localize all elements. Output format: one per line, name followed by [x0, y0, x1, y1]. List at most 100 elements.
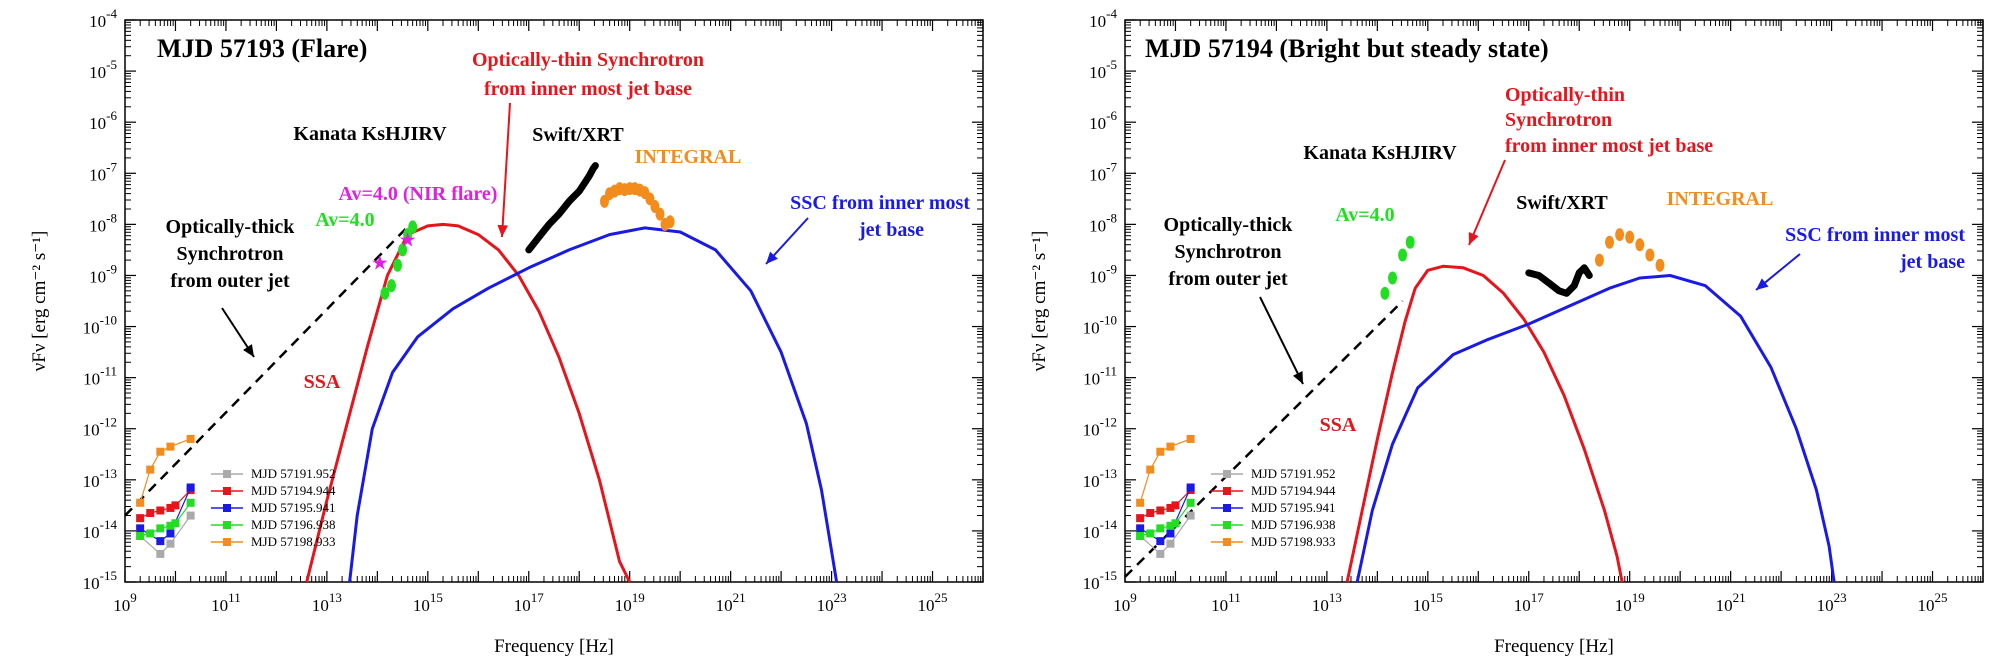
annotation-label: SSC from inner most — [790, 192, 970, 214]
y-tick-label: 10-11 — [83, 364, 117, 389]
x-tick-label: 1015 — [1413, 590, 1443, 615]
x-tick-label: 1017 — [1514, 590, 1545, 615]
series-integral-point — [1655, 258, 1665, 272]
series-kanata-av-4-0-point — [1398, 248, 1408, 262]
series-mjd-57196-938-point — [1186, 498, 1195, 507]
annotation-arrow-head — [766, 251, 778, 264]
legend-entry: MJD 57196.938 — [1251, 517, 1336, 532]
series-mjd-57195-941-point — [156, 537, 165, 546]
series-kanata-av-4-0-point — [386, 279, 396, 293]
series-kanata-av-4-0-point — [1387, 271, 1397, 285]
series-swift-xrt-band — [1525, 264, 1593, 297]
x-tick-label: 1021 — [1716, 590, 1746, 615]
annotation-label: Optically-thin — [1505, 84, 1625, 106]
annotation-label: Optically-thick — [1164, 214, 1294, 236]
x-tick-label: 1025 — [918, 590, 948, 615]
x-axis-label: Frequency [Hz] — [1494, 636, 1614, 657]
series-mjd-57194-944-point — [1166, 503, 1175, 512]
annotation-label: Synchrotron — [1174, 241, 1281, 263]
annotation-arrow-head — [1756, 278, 1769, 290]
series-mjd-57194-944-point — [136, 514, 145, 523]
y-tick-label: 10-7 — [89, 159, 117, 184]
y-tick-label: 10-6 — [1089, 108, 1117, 133]
y-tick-label: 10-4 — [1089, 6, 1117, 31]
annotation-label: Optically-thick — [166, 216, 296, 238]
annotation-label: Synchrotron — [176, 243, 283, 265]
annotation-label: INTEGRAL — [635, 146, 742, 168]
annotation-label: Optically-thin Synchrotron — [472, 49, 704, 71]
series-mjd-57196-938-point — [146, 529, 155, 538]
series-mjd-57198-933-point — [146, 465, 155, 474]
series-mjd-57195-941-point — [1186, 483, 1195, 492]
series-mjd-57198-933-point — [166, 442, 175, 451]
legend-entry: MJD 57198.933 — [1251, 534, 1336, 549]
annotation-label: Av=4.0 — [1335, 204, 1394, 226]
series-mjd-57196-938-point — [1146, 529, 1155, 538]
annotation-arrow-shaft — [1468, 159, 1506, 246]
annotation-label: from outer jet — [170, 270, 290, 292]
y-tick-label: 10-7 — [1089, 159, 1117, 184]
series-mjd-57194-944-point — [171, 501, 180, 510]
x-tick-label: 109 — [1113, 590, 1137, 615]
annotation-label: Av=4.0 (NIR flare) — [339, 183, 498, 205]
x-tick-label: 109 — [113, 590, 137, 615]
annotation-label: SSC from inner most — [1785, 224, 1965, 246]
y-tick-label: 10-10 — [1083, 313, 1117, 338]
annotation-label: SSA — [1320, 414, 1357, 436]
series-kanata-av-4-0-point — [1380, 286, 1390, 300]
y-tick-label: 10-8 — [1089, 210, 1117, 235]
series-mjd-57196-938-point — [136, 532, 145, 541]
legend-swatch-marker — [1223, 470, 1231, 478]
plot-frame — [1124, 19, 1984, 583]
legend-entry: MJD 57191.952 — [251, 466, 336, 481]
x-tick-label: 1021 — [716, 590, 746, 615]
legend-swatch-marker — [223, 487, 231, 495]
series-optically-thin-synchrotron-ssa--curve — [305, 222, 632, 583]
series-mjd-57191-952-point — [1186, 511, 1195, 520]
y-tick-label: 10-4 — [89, 6, 117, 31]
series-av-4-0-nir-flare--point: ★ — [399, 230, 417, 252]
series-mjd-57194-944-point — [1146, 509, 1155, 518]
legend-swatch-marker — [223, 521, 231, 529]
series-mjd-57196-938-point — [1171, 519, 1180, 528]
series-mjd-57198-933-point — [1136, 498, 1145, 507]
series-integral-point — [665, 215, 675, 229]
series-mjd-57191-952-point — [186, 511, 195, 520]
y-tick-label: 10-9 — [1089, 261, 1117, 286]
series-mjd-57198-933-point — [156, 447, 165, 456]
x-axis-label: Frequency [Hz] — [494, 636, 614, 657]
series-mjd-57195-941-point — [166, 529, 175, 538]
annotation-label: from inner most jet base — [1505, 135, 1713, 157]
legend-entry: MJD 57196.938 — [251, 517, 336, 532]
legend-swatch-marker — [223, 470, 231, 478]
sed-panel-flare: 109 1011 1013 1015 1017 1019 1021 1023 1025 10-15… — [29, 6, 984, 657]
annotation-label: Av=4.0 — [315, 209, 374, 231]
legend-swatch-marker — [1223, 504, 1231, 512]
y-tick-label: 10-9 — [89, 261, 117, 286]
y-tick-label: 10-13 — [83, 466, 117, 491]
series-mjd-57194-944-point — [1156, 506, 1165, 515]
series-mjd-57191-952-line — [1139, 515, 1192, 555]
annotation-label: Kanata KsHJIRV — [1303, 142, 1457, 164]
annotation-arrow-head — [243, 344, 254, 357]
series-mjd-57198-933-point — [1146, 465, 1155, 474]
x-tick-label: 1023 — [817, 590, 847, 615]
y-tick-label: 10-5 — [89, 57, 117, 82]
annotation-label: Kanata KsHJIRV — [293, 123, 447, 145]
series-mjd-57198-933-point — [1156, 447, 1165, 456]
x-tick-label: 1013 — [1312, 590, 1342, 615]
legend-entry: MJD 57194.944 — [1251, 483, 1336, 498]
x-tick-label: 1013 — [312, 590, 342, 615]
series-ssc-from-inner-most-jet-base-curve — [1355, 274, 1836, 583]
annotation-label: SSA — [304, 371, 341, 393]
annotation-label: Swift/XRT — [1516, 192, 1608, 214]
series-mjd-57195-941-point — [136, 524, 145, 533]
series-mjd-57194-944-point — [1136, 514, 1145, 523]
series-mjd-57195-941-point — [186, 483, 195, 492]
series-swift-xrt-band — [525, 162, 599, 254]
y-tick-label: 10-12 — [83, 415, 117, 440]
series-mjd-57195-941-point — [1156, 537, 1165, 546]
x-tick-label: 1019 — [615, 590, 645, 615]
legend-entry: MJD 57195.941 — [251, 500, 336, 515]
x-tick-label: 1019 — [1615, 590, 1645, 615]
